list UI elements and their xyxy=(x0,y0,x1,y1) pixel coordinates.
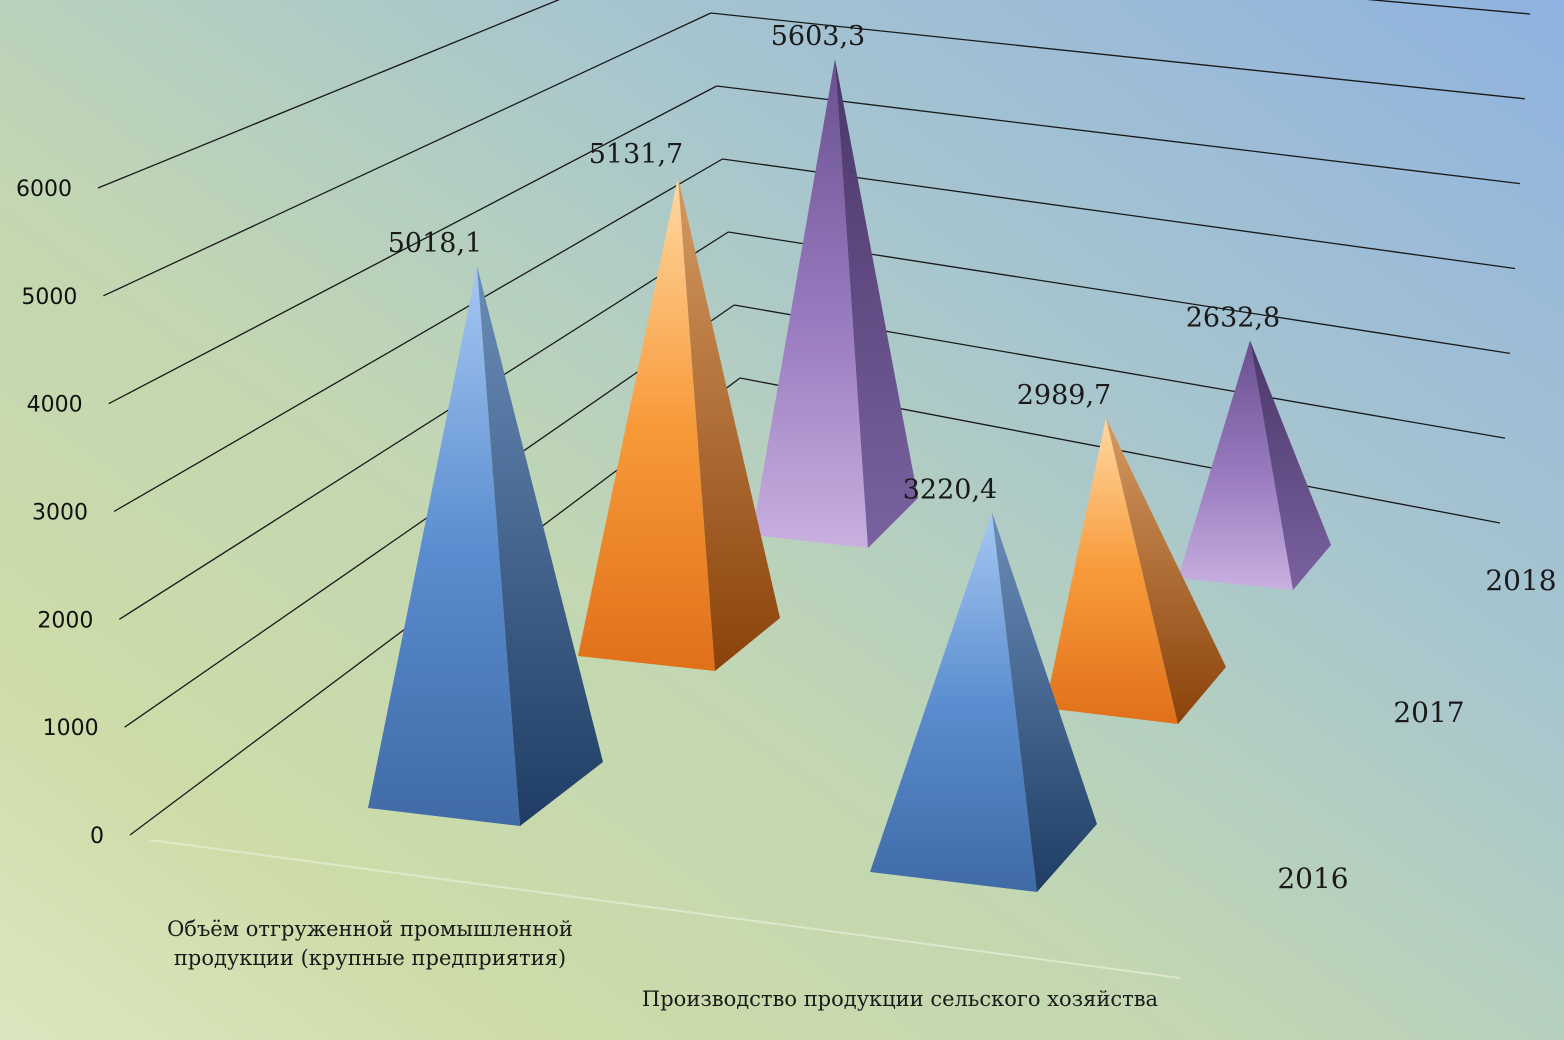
series-label-2018: 2018 xyxy=(1485,564,1556,597)
data-label: 5603,3 xyxy=(771,21,865,52)
pyramid-front-face xyxy=(368,265,520,826)
series-labels: 2016 2017 2018 xyxy=(1277,564,1556,895)
pyramid-2017-cat1 xyxy=(578,176,780,671)
gridline-left-3000 xyxy=(113,158,723,513)
pyramid-side-face xyxy=(992,512,1097,892)
pyramid-side-face xyxy=(678,176,780,671)
gridline-left-5000 xyxy=(103,12,712,297)
y-tick-label: 4000 xyxy=(27,393,83,418)
floor-line xyxy=(149,839,1181,979)
category-label-1: Объём отгруженной промышленной продукции… xyxy=(167,917,573,970)
gridline-left-6000 xyxy=(97,0,560,189)
pyramid-2017-cat2 xyxy=(1045,417,1226,724)
pyramid-2016-cat2 xyxy=(870,512,1097,892)
pyramid-front-face xyxy=(752,58,868,548)
pyramid-2018-cat2 xyxy=(1178,340,1331,590)
data-label: 2989,7 xyxy=(1017,380,1111,411)
y-tick-label: 3000 xyxy=(32,501,88,526)
gridline-back-4000 xyxy=(716,85,1521,185)
pyramid-front-face xyxy=(1178,340,1293,590)
pyramid-side-face xyxy=(1106,417,1226,724)
data-label: 2632,8 xyxy=(1186,302,1280,333)
pyramid-layer xyxy=(368,58,1331,892)
y-tick-label: 6000 xyxy=(16,177,72,202)
y-tick-label: 2000 xyxy=(37,608,93,633)
pyramid-2018-cat1 xyxy=(752,58,918,548)
pyramid-front-face xyxy=(1045,417,1178,724)
pyramid-front-face xyxy=(870,512,1037,892)
y-tick-label: 1000 xyxy=(43,716,99,741)
data-labels: 5603,3 2632,8 5131,7 2989,7 5018,1 3220,4 xyxy=(388,21,1280,505)
series-label-2017: 2017 xyxy=(1393,696,1464,729)
y-axis-ticks: 0 1000 2000 3000 4000 5000 6000 xyxy=(16,177,104,849)
data-label: 5018,1 xyxy=(388,228,482,259)
gridline-back-5000 xyxy=(710,12,1526,100)
gridline-back-6000 xyxy=(1366,0,1531,15)
gridline-left-4000 xyxy=(108,85,717,405)
series-label-2016: 2016 xyxy=(1277,862,1348,895)
y-tick-label: 5000 xyxy=(21,285,77,310)
category-label-2: Производство продукции сельского хозяйст… xyxy=(641,987,1159,1011)
data-label: 5131,7 xyxy=(589,139,683,170)
pyramid-side-face xyxy=(1250,340,1331,590)
pyramid-2016-cat1 xyxy=(368,265,603,826)
pyramid-side-face xyxy=(835,58,918,548)
gridline-left-2000 xyxy=(118,231,729,620)
y-tick-label: 0 xyxy=(90,824,104,849)
data-label: 3220,4 xyxy=(903,474,997,505)
pyramid-front-face xyxy=(578,176,715,671)
pyramid-side-face xyxy=(477,265,603,826)
